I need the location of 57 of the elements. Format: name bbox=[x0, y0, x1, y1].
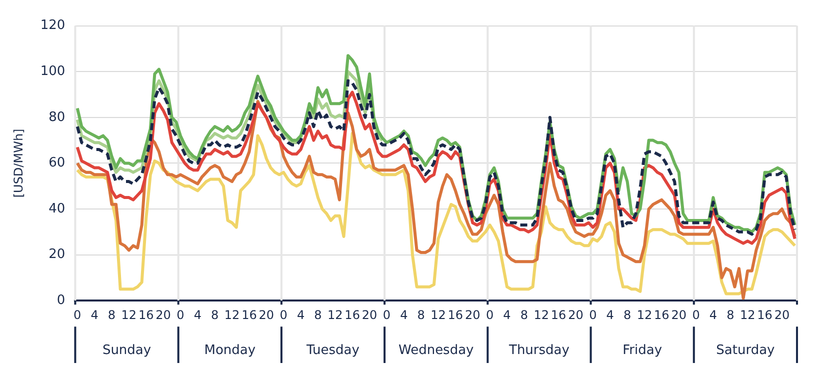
x-tick-label: 0 bbox=[280, 308, 288, 322]
y-tick-label: 80 bbox=[48, 110, 66, 125]
x-tick-label: 4 bbox=[194, 308, 202, 322]
y-axis-title: [USD/MWh] bbox=[11, 128, 26, 198]
y-tick-label: 40 bbox=[48, 201, 66, 216]
text: Friday bbox=[622, 342, 662, 358]
x-tick-label: 16 bbox=[654, 308, 670, 322]
y-tick-label: 20 bbox=[48, 247, 66, 262]
x-tick-label: 0 bbox=[74, 308, 82, 322]
x-tick-label: 20 bbox=[362, 308, 378, 322]
x-tick-label: 12 bbox=[430, 308, 446, 322]
x-tick-label: 20 bbox=[774, 308, 790, 322]
x-tick-label: 4 bbox=[400, 308, 408, 322]
x-tick-label: 4 bbox=[90, 308, 98, 322]
x-tick-label: 16 bbox=[344, 308, 360, 322]
x-tick-label: 0 bbox=[486, 308, 494, 322]
x-tick-label: 0 bbox=[382, 308, 391, 322]
x-tick-label: 8 bbox=[417, 308, 425, 322]
x-tick-label: 8 bbox=[520, 308, 528, 322]
text: Sunday bbox=[102, 342, 152, 358]
x-tick-label: 12 bbox=[636, 308, 652, 322]
x-tick-label: 20 bbox=[258, 308, 274, 322]
text: Saturday bbox=[716, 342, 776, 358]
x-tick-label: 0 bbox=[176, 308, 184, 322]
x-tick-label: 16 bbox=[757, 308, 772, 322]
x-tick-label: 12 bbox=[121, 308, 137, 322]
x-tick-label: 4 bbox=[296, 308, 305, 322]
x-tick-label: 20 bbox=[568, 308, 584, 322]
x-tick-label: 8 bbox=[211, 308, 219, 322]
x-tick-label: 20 bbox=[671, 308, 686, 322]
x-tick-label: 4 bbox=[606, 308, 614, 322]
x-tick-label: 4 bbox=[503, 308, 511, 322]
text: Thursday bbox=[508, 342, 570, 358]
x-tick-label: 8 bbox=[108, 308, 116, 322]
x-tick-label: 8 bbox=[314, 308, 322, 322]
x-tick-label: 16 bbox=[138, 308, 154, 322]
x-tick-label: 12 bbox=[328, 308, 343, 322]
y-tick-label: 100 bbox=[40, 64, 66, 79]
x-tick-label: 12 bbox=[224, 308, 240, 322]
x-tick-label: 16 bbox=[550, 308, 566, 322]
x-tick-label: 8 bbox=[623, 308, 632, 322]
x-tick-label: 16 bbox=[242, 308, 257, 322]
text: Wednesday bbox=[398, 342, 474, 358]
y-tick-label: 120 bbox=[40, 18, 66, 34]
text: Monday bbox=[204, 342, 256, 358]
x-tick-label: 8 bbox=[726, 308, 734, 322]
x-tick-label: 12 bbox=[534, 308, 550, 322]
x-tick-label: 0 bbox=[589, 308, 597, 322]
y-tick-label: 0 bbox=[56, 292, 66, 308]
x-tick-label: 0 bbox=[692, 308, 700, 322]
x-tick-label: 4 bbox=[709, 308, 718, 322]
x-tick-label: 20 bbox=[464, 308, 480, 322]
x-tick-label: 20 bbox=[156, 308, 171, 322]
y-tick-label: 60 bbox=[48, 156, 66, 171]
x-tick-label: 12 bbox=[740, 308, 756, 322]
x-tick-label: 16 bbox=[448, 308, 464, 322]
text: Tuesday bbox=[306, 342, 360, 358]
